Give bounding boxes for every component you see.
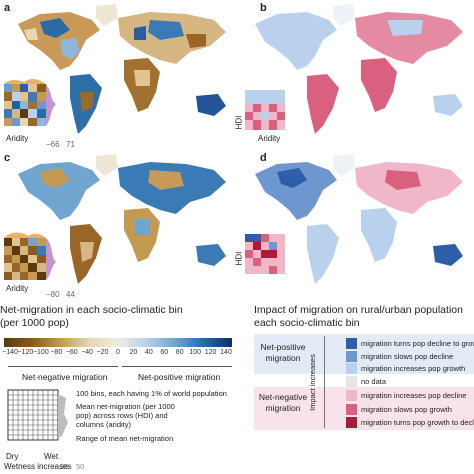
colorbar <box>4 338 232 347</box>
positive-group-label: Net-positive migration <box>260 342 306 363</box>
colorbar-tick: −80 <box>50 349 63 356</box>
neg-migration-label: Net-negative migration <box>22 372 108 382</box>
right-legend-title-line1: Impact of migration on rural/urban popul… <box>254 304 463 316</box>
impact-legend-item: migration slows pop decline <box>346 351 453 362</box>
panel-letter-a: a <box>4 2 11 14</box>
inset-heatmap-d <box>245 234 285 274</box>
impact-swatch <box>346 390 357 401</box>
colorbar-tick: −100 <box>32 349 49 356</box>
impact-legend-item: migration turns pop growth to decline <box>346 417 474 428</box>
wetness-label: Wetness increases <box>4 462 72 471</box>
left-legend-title-line2: (per 1000 pop) <box>0 317 69 329</box>
colorbar-tick: −120 <box>17 349 34 356</box>
colorbar-tick: −140 <box>2 349 18 356</box>
range-hi-label: 50 <box>76 462 85 471</box>
range-lo-label: 20 <box>60 462 69 471</box>
impact-axis-line <box>324 336 325 428</box>
inset-min-a: −66 <box>46 140 60 149</box>
impact-swatch <box>346 363 357 374</box>
positive-group-bg <box>254 334 474 374</box>
left-legend-title: Net-migration in each socio-climatic bin… <box>0 304 236 330</box>
impact-swatch <box>346 376 357 387</box>
inset-min-c: −80 <box>46 290 60 299</box>
right-legend-title: Impact of migration on rural/urban popul… <box>254 304 474 330</box>
inset-xlabel-a: Aridity <box>6 134 29 143</box>
inset-ylabel-b: HDI <box>234 115 244 130</box>
grid-schematic <box>7 389 68 441</box>
inset-max-a: 71 <box>66 140 75 149</box>
impact-legend-item: migration slows pop growth <box>346 404 452 415</box>
impact-swatch <box>346 404 357 415</box>
impact-axis-label: Impact increases <box>307 354 317 411</box>
impact-legend-label: migration slows pop growth <box>361 405 452 414</box>
wetness-arrow: Wetness increases <box>4 462 71 471</box>
grid-note3: Range of mean net-migration <box>76 434 174 443</box>
panel-letter-c: c <box>4 152 11 164</box>
map-impact-rural <box>245 4 463 134</box>
colorbar-tick: −40 <box>81 349 94 356</box>
wet-label: Wet <box>44 452 59 461</box>
impact-legend-label: migration slows pop decline <box>361 352 454 361</box>
inset-max-c: 44 <box>66 290 75 299</box>
inset-heatmap-c <box>4 232 56 280</box>
impact-legend-item: migration increases pop decline <box>346 390 466 401</box>
map-net-migration-rural <box>4 4 226 134</box>
colorbar-tick: −60 <box>65 349 78 356</box>
impact-legend-item: migration turns pop decline to growth <box>346 338 474 349</box>
impact-legend-item: migration increases pop growth <box>346 363 465 374</box>
inset-ylabel-d: HDI <box>234 251 244 266</box>
impact-legend-label: migration turns pop decline to growth <box>361 339 474 348</box>
colorbar-tick: 80 <box>175 349 184 356</box>
map-impact-urban <box>245 154 463 284</box>
pos-migration-label: Net-positive migration <box>138 372 221 382</box>
impact-legend-item: no data <box>346 376 386 387</box>
dry-label: Dry <box>6 452 19 461</box>
colorbar-tick: 20 <box>129 349 138 356</box>
colorbar-tick: −20 <box>96 349 109 356</box>
panel-letter-b: b <box>260 2 267 14</box>
inset-heatmap-a <box>4 78 56 126</box>
neg-bracket <box>8 366 118 371</box>
colorbar-ticks: −140 −120 −100 −80 −60 −40 −20 0 20 40 60 80 100 120 1… <box>2 349 232 359</box>
pos-bracket <box>122 366 232 371</box>
impact-legend-label: migration turns pop growth to decline <box>361 418 474 427</box>
grid-note1: 100 bins, each having 1% of world popula… <box>76 389 227 398</box>
colorbar-tick: 140 <box>220 349 232 356</box>
negative-group-bg <box>254 387 474 430</box>
grid-note2: Mean net-migration (per 1000 pop) across… <box>76 402 175 429</box>
colorbar-tick: 100 <box>189 349 201 356</box>
panel-letter-d: d <box>260 152 267 164</box>
impact-legend-label: no data <box>361 377 387 386</box>
impact-legend-box: Net-positive migration Net-negative migr… <box>254 334 474 430</box>
right-legend-title-line2: each socio-climatic bin <box>254 317 360 329</box>
colorbar-tick: 60 <box>160 349 169 356</box>
impact-legend-label: migration increases pop decline <box>361 391 467 400</box>
impact-swatch <box>346 338 357 349</box>
impact-swatch <box>346 351 357 362</box>
map-net-migration-urban <box>4 154 226 284</box>
inset-heatmap-b <box>245 90 285 130</box>
colorbar-tick: 40 <box>144 349 153 356</box>
inset-xlabel-c: Aridity <box>6 284 29 293</box>
impact-legend-label: migration increases pop growth <box>361 364 466 373</box>
inset-xlabel-b: Aridity <box>258 134 281 143</box>
colorbar-tick: 0 <box>116 349 120 356</box>
impact-swatch <box>346 417 357 428</box>
left-legend-title-line1: Net-migration in each socio-climatic bin <box>0 304 183 316</box>
negative-group-label: Net-negative migration <box>258 392 308 413</box>
colorbar-tick: 120 <box>204 349 217 356</box>
